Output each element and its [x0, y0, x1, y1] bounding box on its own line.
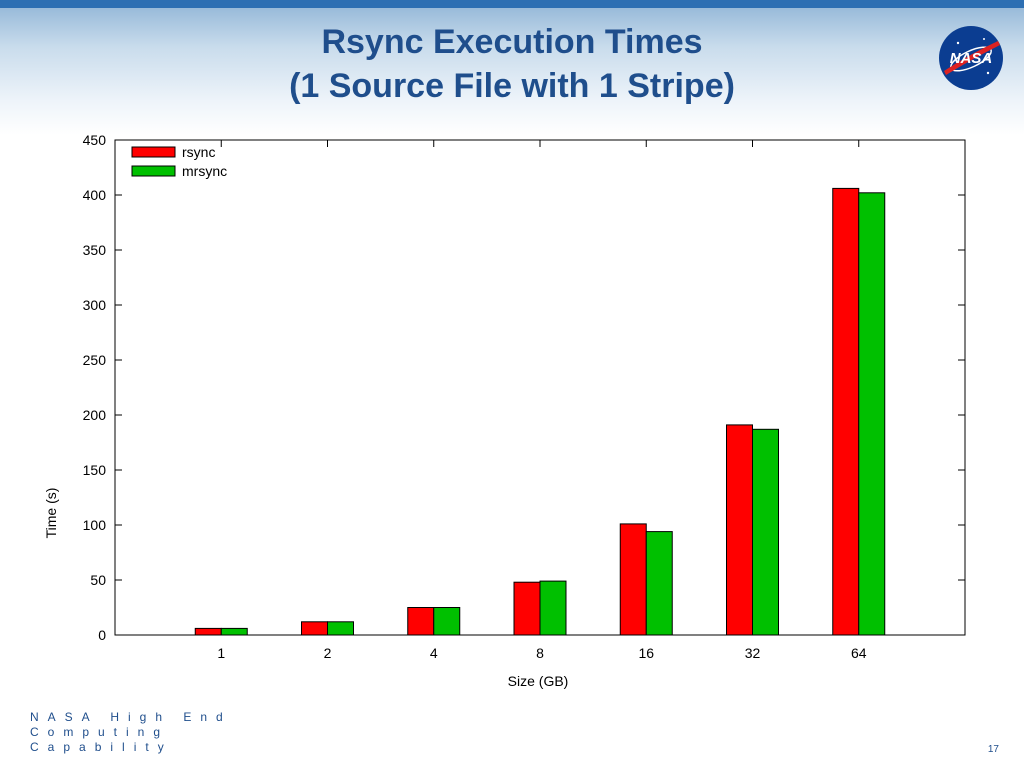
bars-group: [194, 187, 886, 636]
y-tick-label: 300: [83, 297, 107, 313]
y-tick-label: 0: [98, 627, 106, 643]
nasa-logo-icon: NASA: [939, 26, 1003, 90]
bar-mrsync: [539, 580, 567, 636]
slide-title-line-2: (1 Source File with 1 Stripe): [289, 67, 735, 105]
legend-label-mrsync: mrsync: [182, 163, 227, 179]
bar-rsync: [194, 627, 222, 636]
y-tick-label: 250: [83, 352, 107, 368]
y-axis-label: Time (s): [43, 488, 59, 539]
page-number: 17: [987, 744, 999, 755]
y-tick-label: 150: [83, 462, 107, 478]
bar-mrsync: [858, 192, 886, 636]
y-tick-label: 450: [83, 132, 107, 148]
slide-header-band: [0, 0, 1024, 135]
y-tick-label: 200: [83, 407, 107, 423]
bar-mrsync: [433, 607, 461, 636]
nasa-logo-text: NASA: [950, 50, 993, 67]
x-tick-label: 32: [745, 645, 761, 661]
x-tick-label: 2: [324, 645, 332, 661]
bar-mrsync: [220, 627, 248, 636]
bar-rsync: [301, 621, 328, 636]
bar-rsync: [832, 187, 860, 636]
bar-chart: 0 50 100 150 200 250 300 350 400 450 1 2 4 8 16 32 64 r…: [43, 132, 966, 689]
bar-mrsync: [645, 531, 673, 636]
y-axis-ticks: 0 50 100 150 200 250 300 350 400 450: [83, 132, 965, 643]
y-tick-label: 400: [83, 187, 107, 203]
x-axis-ticks: 1 2 4 8 16 32 64: [217, 140, 867, 661]
legend-swatch-rsync: [131, 146, 176, 158]
bar-rsync: [619, 523, 647, 636]
bar-rsync: [407, 607, 435, 636]
bar-rsync: [726, 424, 753, 636]
x-tick-label: 16: [638, 645, 654, 661]
bar-mrsync: [327, 621, 354, 636]
legend-label-rsync: rsync: [182, 144, 215, 160]
slide-title-line-1: Rsync Execution Times: [321, 23, 703, 61]
x-tick-label: 8: [536, 645, 544, 661]
legend-swatch-mrsync: [131, 165, 176, 177]
y-tick-label: 350: [83, 242, 107, 258]
legend: rsync mrsync: [131, 144, 227, 179]
x-tick-label: 4: [430, 645, 438, 661]
x-tick-label: 64: [851, 645, 867, 661]
footer-organization: NASA High End Computing Capability: [30, 710, 232, 754]
x-tick-label: 1: [217, 645, 225, 661]
slide-title: Rsync Execution Times (1 Source File wit…: [0, 20, 1024, 108]
x-axis-label: Size (GB): [508, 673, 569, 689]
y-tick-label: 50: [90, 572, 106, 588]
y-tick-label: 100: [83, 517, 107, 533]
bar-mrsync: [752, 428, 779, 636]
bar-rsync: [513, 581, 541, 636]
